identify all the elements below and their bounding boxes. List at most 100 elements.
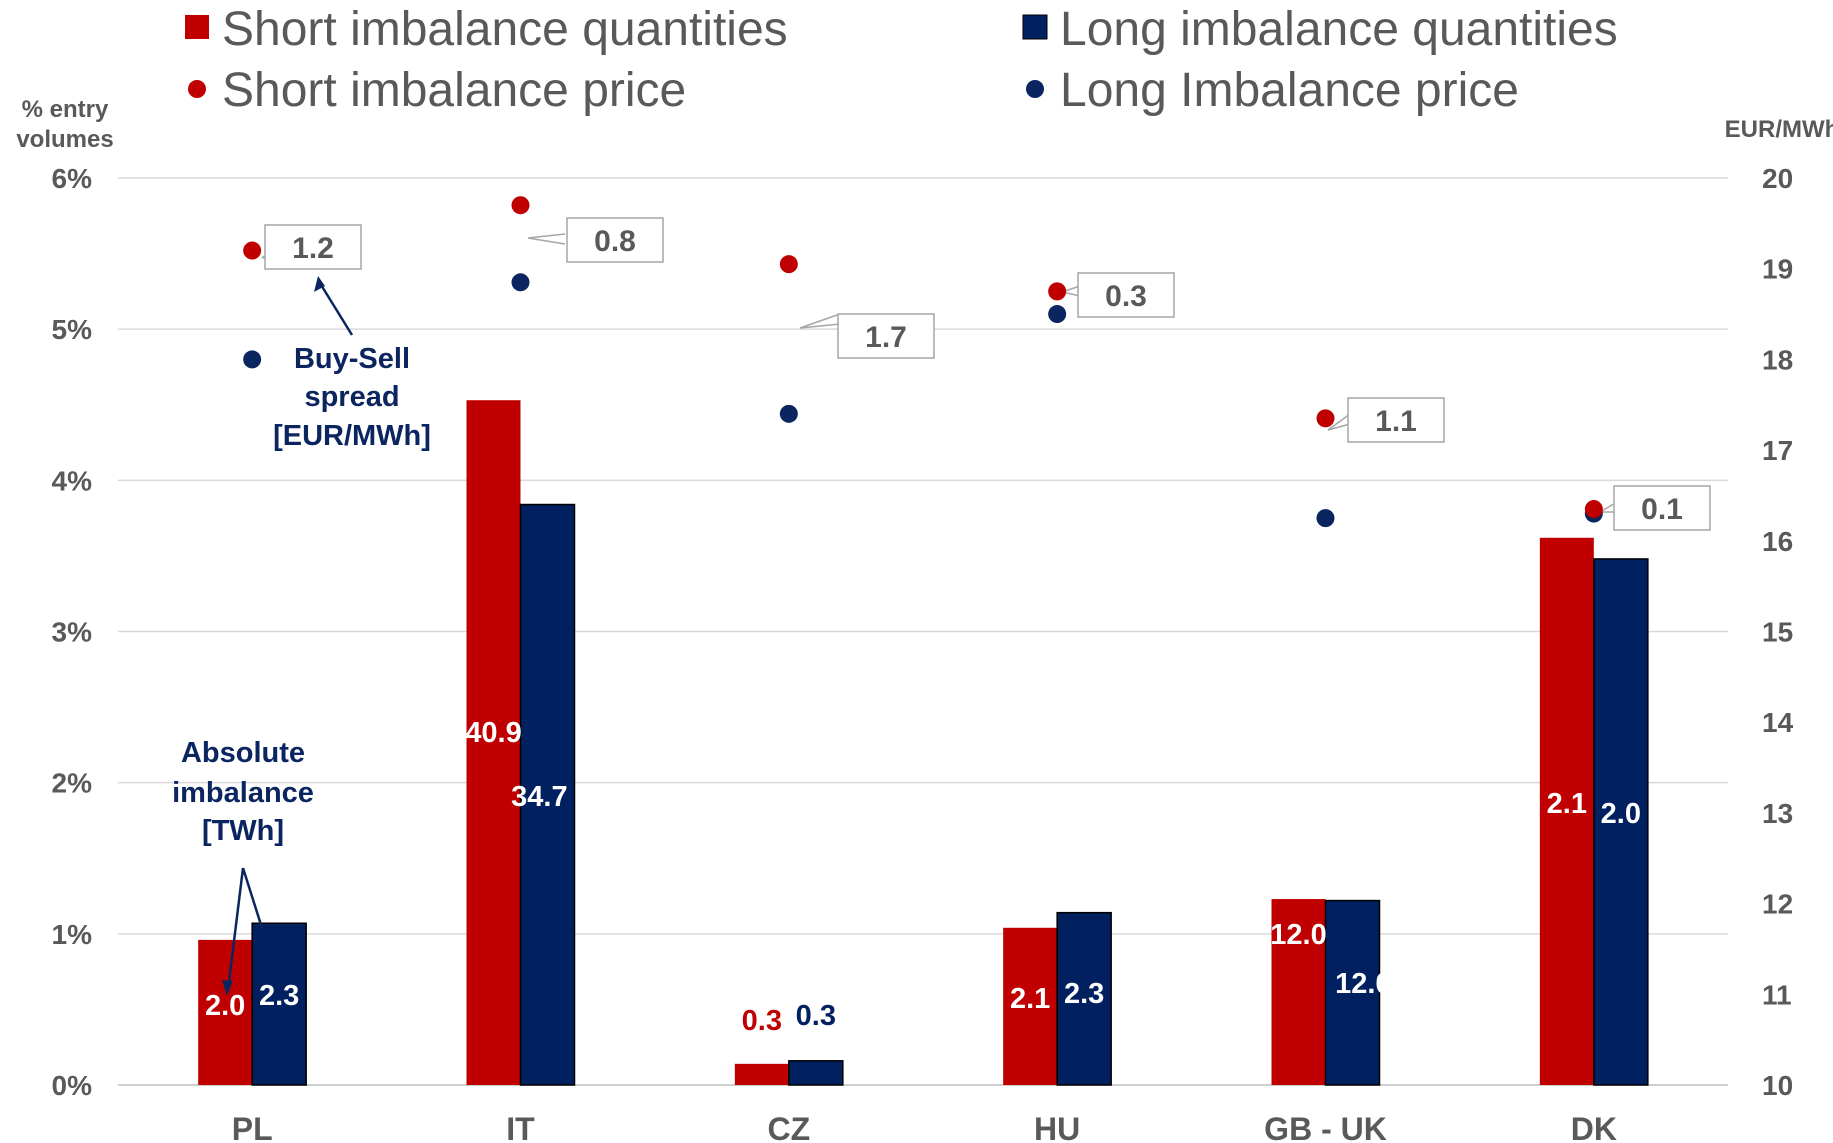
absolute-annotation-line3: [TWh] [202,815,284,847]
spread-annotation-line1: Buy-Sell [294,343,410,375]
spread-callout-pointer [527,233,566,245]
bar-long-qty [788,1060,844,1086]
point-short-price [511,196,530,215]
point-long-price [1048,305,1067,324]
point-long-price [1316,509,1335,528]
left-tick-label: 3% [52,617,93,648]
legend-swatch-short-price [188,80,206,98]
bar-label-short-qty: 12.0 [1270,919,1326,951]
legend-label-short-price: Short imbalance price [222,64,686,117]
spread-callout-box [1347,397,1445,443]
bar-label-long-qty: 2.0 [1601,798,1641,830]
left-tick-label: 5% [52,314,93,345]
spread-annotation-arrowhead [314,276,325,292]
bar-label-short-qty: 0.3 [742,1005,782,1037]
bar-label-long-qty: 34.7 [511,781,567,813]
spread-callout-pointer [799,313,841,329]
bars [198,400,1649,1086]
spread-annotation: Buy-Sell spread [EUR/MWh] [273,276,431,452]
absolute-annotation-line2: imbalance [172,777,314,809]
point-short-price [779,255,798,274]
right-tick-label: 17 [1762,435,1793,466]
right-tick-label: 13 [1762,798,1793,829]
right-tick-label: 11 [1762,979,1792,1010]
category-label: CZ [768,1111,811,1143]
category-label: IT [506,1111,535,1143]
legend-swatch-long-qty [1022,14,1048,40]
bar-long-qty [1593,558,1649,1086]
legend-label-long-price: Long Imbalance price [1060,64,1519,117]
left-tick-label: 0% [52,1070,93,1101]
bar-short-qty [1003,927,1058,1085]
legend-label-short-qty: Short imbalance quantities [222,3,788,56]
bar-long-qty [1324,899,1381,1086]
spread-callout-label: 1.7 [865,321,907,354]
spread-annotation-line2: spread [304,381,399,413]
spread-callout-box [837,313,935,359]
point-short-price [1316,409,1335,428]
legend: Short imbalance quantities Long imbalanc… [185,3,1618,117]
left-tick-label: 2% [52,768,93,799]
spread-callout-box [1613,485,1711,531]
bar-short-qty [1271,899,1326,1085]
absolute-annotation-line1: Absolute [181,737,305,769]
right-tick-label: 19 [1762,254,1793,285]
legend-swatch-short-qty [185,15,209,39]
left-tick-label: 6% [52,163,93,194]
absolute-annotation-arrow-2 [241,867,264,929]
left-tick-label: 1% [52,919,93,950]
absolute-annotation-arrowhead-1 [222,980,233,996]
spread-callout-box [264,224,362,270]
bar-short-qty [466,400,521,1086]
right-tick-label: 16 [1762,526,1793,557]
right-tick-label: 20 [1762,163,1793,194]
left-axis-label-line2: volumes [16,126,113,153]
bar-long-qty [251,922,307,1086]
spread-callout-label: 0.1 [1641,493,1683,526]
right-axis-label: EUR/MWh [1725,116,1833,143]
bar-long-qty [519,503,576,1086]
spread-callout-label: 1.2 [292,232,334,265]
left-tick-label: 4% [52,465,93,496]
legend-swatch-long-price [1026,80,1044,98]
bar-label-short-qty: 40.9 [465,717,521,749]
spread-callouts: 1.2 0.8 1.7 0.3 1.1 0.1 [261,217,1711,531]
spread-annotation-arrow [316,279,354,336]
bar-short-qty [198,939,253,1085]
right-tick-label: 14 [1762,707,1794,738]
right-tick-label: 10 [1762,1070,1793,1101]
spread-callout-label: 0.8 [594,225,636,258]
right-tick-label: 12 [1762,889,1793,920]
spread-callout-box [1077,272,1175,318]
bar-long-qty [1056,911,1112,1086]
bar-label-long-qty: 12.0 [1335,968,1391,1000]
bar-short-qty [734,1063,789,1085]
bar-label-long-qty: 2.3 [259,980,299,1012]
point-short-price [243,241,262,260]
left-axis-label-line1: % entry [22,96,109,123]
legend-label-long-qty: Long imbalance quantities [1060,3,1618,56]
left-axis-ticks: 0% 1% 2% 3% 4% 5% 6% [52,163,93,1101]
right-tick-label: 15 [1762,617,1793,648]
bar-label-long-qty: 2.3 [1064,978,1104,1010]
spread-callout-label: 0.3 [1105,280,1147,313]
category-labels: PL IT CZ HU GB - UK DK [232,1111,1617,1143]
right-axis-ticks: 10 11 12 13 14 15 16 17 18 19 20 [1762,163,1794,1101]
category-label: HU [1034,1111,1080,1143]
spread-callout-label: 1.1 [1375,405,1417,438]
spread-callout-box [566,217,664,263]
bar-label-short-qty: 2.1 [1010,983,1050,1015]
right-tick-label: 18 [1762,344,1793,375]
spread-annotation-line3: [EUR/MWh] [273,420,431,452]
point-short-price [1048,282,1067,301]
point-long-price [511,273,530,292]
bar-labels: 2.0 2.3 40.9 34.7 0.3 0.3 2.1 2.3 12.0 12.0 2.1 2.0 [205,717,1641,1037]
absolute-annotation: Absolute imbalance [TWh] [172,737,314,996]
category-label: PL [232,1111,273,1143]
point-short-price [1584,500,1603,519]
category-label: DK [1571,1111,1617,1143]
bar-short-qty [1539,537,1594,1085]
absolute-annotation-arrow-1 [226,867,245,991]
point-long-price [243,350,262,369]
